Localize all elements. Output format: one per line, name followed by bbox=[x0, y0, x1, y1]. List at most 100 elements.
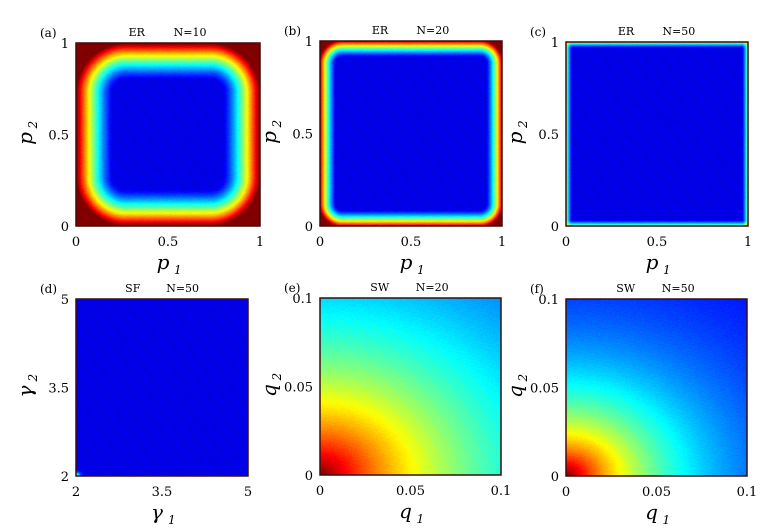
panel-title: ER bbox=[129, 26, 146, 39]
x-axis-label: γ bbox=[151, 500, 163, 524]
y-tick-label: 0.1 bbox=[292, 292, 313, 307]
x-tick-label: 0.05 bbox=[642, 485, 671, 500]
plot-frame bbox=[75, 42, 261, 227]
x-axis-label: p bbox=[646, 250, 659, 274]
panel-n-label: N=20 bbox=[416, 24, 449, 37]
x-tick-label: 0.1 bbox=[491, 484, 512, 499]
y-tick-label: 0.5 bbox=[292, 128, 313, 143]
x-tick-label: 2 bbox=[72, 485, 80, 500]
y-axis-subscript: 2 bbox=[26, 121, 40, 130]
plot-frame bbox=[319, 40, 503, 227]
y-axis-subscript: 2 bbox=[516, 374, 530, 383]
y-tick-label: 3.5 bbox=[48, 382, 69, 397]
panel-label: (e) bbox=[284, 281, 300, 295]
panel-n-label: N=20 bbox=[416, 281, 449, 294]
x-axis-label: q bbox=[399, 499, 412, 523]
x-axis-subscript: 1 bbox=[663, 513, 671, 527]
x-axis-subscript: 1 bbox=[417, 512, 425, 526]
y-axis-label: q bbox=[257, 384, 281, 397]
x-axis-subscript: 1 bbox=[663, 263, 671, 277]
x-tick-label: 0.05 bbox=[396, 484, 425, 499]
panel-label: (a) bbox=[40, 26, 57, 40]
x-axis-label: q bbox=[645, 500, 658, 524]
y-axis-subscript: 2 bbox=[270, 373, 284, 382]
y-tick-label: 0.1 bbox=[538, 293, 559, 308]
plot-frame bbox=[565, 41, 749, 227]
heatmap-cells bbox=[320, 298, 501, 475]
x-tick-label: 0 bbox=[72, 235, 80, 250]
y-tick-label: 1 bbox=[61, 37, 69, 52]
x-axis-label: p bbox=[157, 250, 170, 274]
y-axis-subscript: 2 bbox=[516, 120, 530, 129]
x-axis-label: p bbox=[400, 250, 413, 274]
x-tick-label: 0 bbox=[316, 484, 324, 499]
x-tick-label: 1 bbox=[256, 235, 264, 250]
y-tick-label: 2 bbox=[61, 470, 69, 485]
y-tick-label: 0 bbox=[305, 469, 313, 484]
plot-frame bbox=[75, 298, 249, 477]
y-axis-label-group: p2 bbox=[503, 120, 530, 144]
x-axis-subscript: 1 bbox=[168, 513, 176, 527]
heatmap-cells bbox=[566, 42, 748, 226]
x-tick-label: 0 bbox=[562, 235, 570, 250]
y-axis-label: p bbox=[257, 131, 281, 144]
y-tick-label: 0 bbox=[551, 470, 559, 485]
y-axis-label-group: q2 bbox=[257, 373, 284, 397]
panel-label: (f) bbox=[530, 282, 544, 296]
x-tick-label: 3.5 bbox=[152, 485, 173, 500]
y-axis-label-group: q2 bbox=[503, 374, 530, 398]
x-axis-subscript: 1 bbox=[174, 263, 182, 277]
panel-n-label: N=50 bbox=[662, 25, 695, 38]
y-axis-label: p bbox=[13, 132, 37, 145]
panel-label: (c) bbox=[530, 25, 546, 39]
x-tick-label: 0 bbox=[316, 235, 324, 250]
panel-title: SW bbox=[370, 281, 390, 294]
x-tick-label: 0.5 bbox=[401, 235, 422, 250]
y-tick-label: 0.5 bbox=[48, 129, 69, 144]
y-tick-label: 0 bbox=[61, 220, 69, 235]
plot-frame bbox=[565, 298, 748, 477]
y-tick-label: 1 bbox=[305, 35, 313, 50]
x-axis-subscript: 1 bbox=[417, 263, 425, 277]
panel-title: SF bbox=[125, 282, 141, 295]
y-axis-subscript: 2 bbox=[26, 374, 40, 383]
y-tick-label: 5 bbox=[61, 293, 69, 308]
panel-n-label: N=50 bbox=[662, 282, 695, 295]
panel-title: SW bbox=[616, 282, 636, 295]
panel-label: (b) bbox=[284, 24, 301, 38]
x-tick-label: 0.5 bbox=[647, 235, 668, 250]
heatmap-cells bbox=[566, 299, 747, 476]
y-tick-label: 1 bbox=[551, 36, 559, 51]
panel-title: ER bbox=[618, 25, 635, 38]
y-axis-label: q bbox=[503, 385, 527, 398]
y-tick-label: 0.5 bbox=[538, 128, 559, 143]
y-axis-label-group: p2 bbox=[13, 121, 40, 145]
y-axis-label-group: γ2 bbox=[13, 374, 40, 398]
y-tick-label: 0.05 bbox=[284, 381, 313, 396]
panel-n-label: N=10 bbox=[174, 26, 207, 39]
y-axis-label: γ bbox=[13, 385, 37, 397]
x-tick-label: 0.1 bbox=[737, 485, 758, 500]
y-axis-subscript: 2 bbox=[270, 120, 284, 129]
panel-n-label: N=50 bbox=[166, 282, 199, 295]
panel-title: ER bbox=[372, 24, 389, 37]
y-axis-label-group: p2 bbox=[257, 120, 284, 144]
heatmap-cells bbox=[76, 299, 248, 476]
y-tick-label: 0.05 bbox=[530, 382, 559, 397]
x-tick-label: 0 bbox=[562, 485, 570, 500]
x-tick-label: 1 bbox=[744, 235, 752, 250]
plot-frame bbox=[319, 297, 502, 476]
heatmap-cells bbox=[76, 43, 260, 226]
panel-label: (d) bbox=[40, 282, 57, 296]
y-tick-label: 0 bbox=[551, 220, 559, 235]
x-tick-label: 0.5 bbox=[158, 235, 179, 250]
heatmap-cells bbox=[320, 41, 502, 226]
x-tick-label: 1 bbox=[498, 235, 506, 250]
x-tick-label: 5 bbox=[244, 485, 252, 500]
y-tick-label: 0 bbox=[305, 220, 313, 235]
